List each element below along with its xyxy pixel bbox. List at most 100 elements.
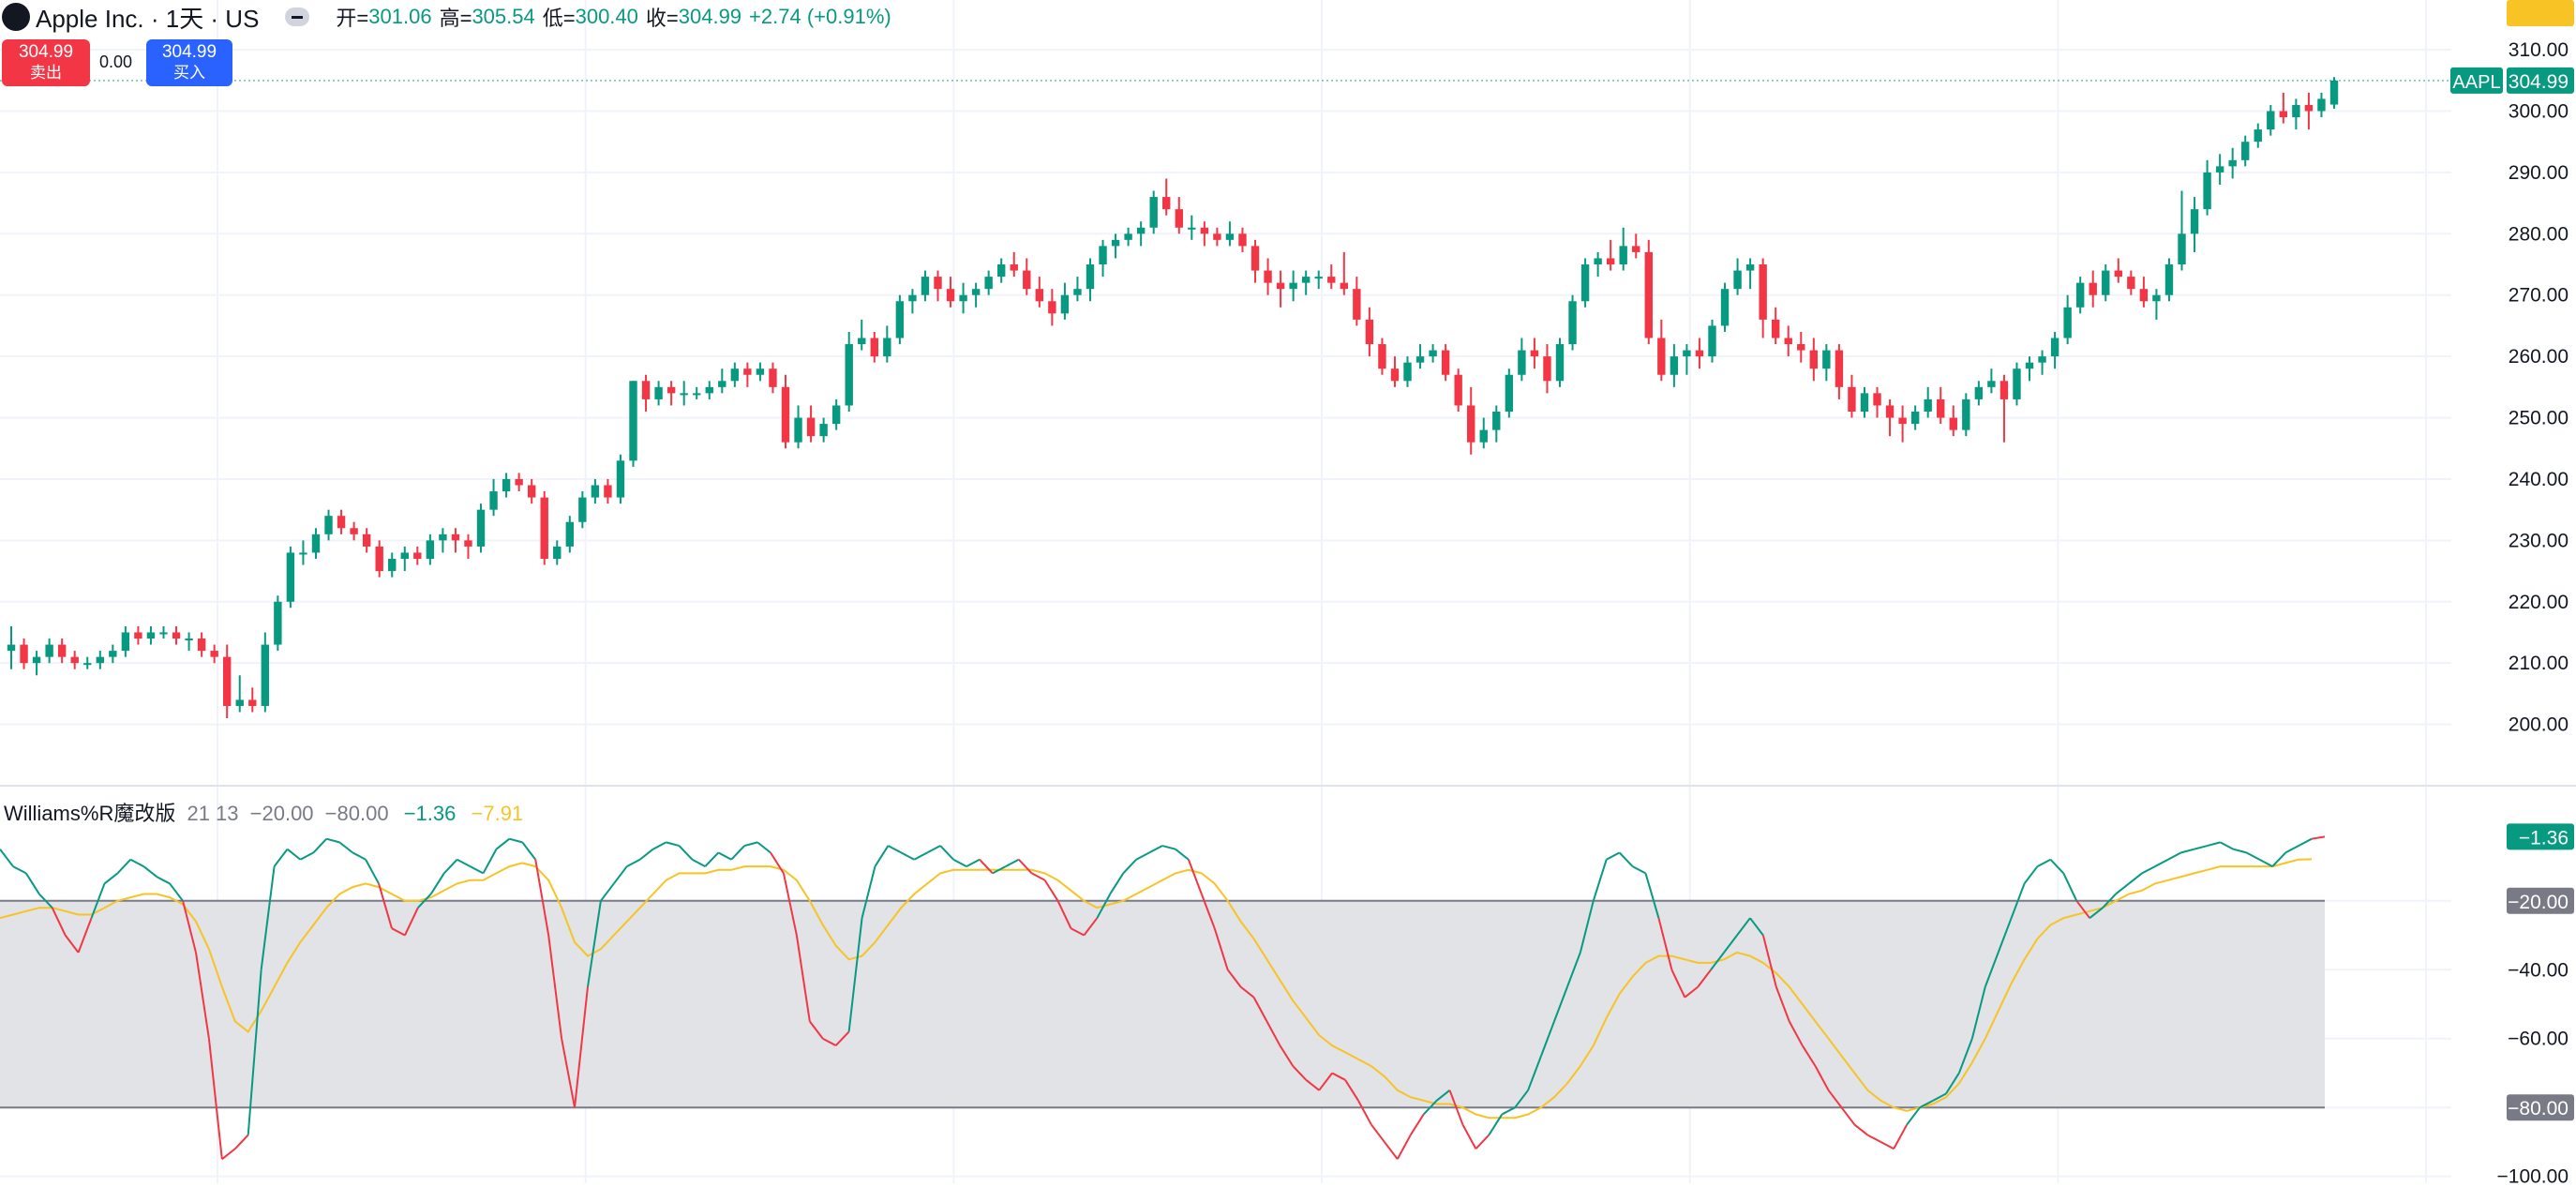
candle-body — [1111, 239, 1120, 247]
wr-line-segment — [952, 858, 967, 867]
candle-body — [2025, 362, 2034, 369]
wr-line-segment — [0, 849, 14, 867]
price-tick-label: 240.00 — [2509, 469, 2569, 490]
price-tick-label: 310.00 — [2509, 39, 2569, 61]
collapse-legend-button[interactable] — [285, 8, 310, 26]
candle-body — [540, 497, 548, 559]
wr-line-segment — [2115, 882, 2130, 895]
wr-line-segment — [2049, 859, 2065, 875]
wr-line-segment — [495, 837, 510, 850]
apple-logo-icon[interactable] — [2, 3, 30, 31]
wr-line-segment — [992, 865, 1007, 875]
candle-body — [1733, 270, 1742, 290]
wr-line-segment — [2271, 851, 2286, 867]
wr-line-segment — [326, 837, 340, 844]
wr-line-segment — [352, 851, 367, 861]
wr-line-segment — [1109, 872, 1125, 894]
candle-body — [2127, 277, 2135, 290]
candle-body — [1720, 289, 1730, 326]
wr-line-segment — [795, 935, 811, 1022]
candle-body — [806, 417, 816, 437]
candle-body — [362, 533, 371, 547]
candle-body — [1937, 398, 1945, 418]
wr-line-segment — [782, 873, 798, 936]
candle-body — [1784, 338, 1792, 345]
wr-line-segment — [1644, 873, 1660, 919]
candle-body — [1162, 197, 1171, 210]
wr-line-segment — [1775, 986, 1790, 1022]
wr-line-segment — [1266, 1020, 1281, 1046]
wr-line-segment — [1840, 1106, 1856, 1126]
candle-body — [680, 393, 688, 396]
wr-line-segment — [1761, 935, 1777, 987]
wr-line-segment — [38, 893, 53, 909]
wr-line-segment — [1161, 845, 1176, 850]
wr-line-segment — [1252, 997, 1268, 1022]
wr-line-segment — [1226, 969, 1242, 988]
wr-line-segment — [874, 845, 890, 867]
candle-body — [1708, 325, 1716, 357]
candle-body — [1238, 233, 1247, 247]
lower-band-tag-bg — [2507, 1094, 2574, 1121]
upper-band-tag: −20.00 — [2508, 892, 2569, 913]
candle-body — [693, 393, 701, 396]
price-axis[interactable]: 310.00 300.00 290.00 280.00 270.00 260.00 250.… — [2509, 39, 2569, 736]
wr-line-segment — [2207, 841, 2221, 848]
lower-band-tag: −80.00 — [2508, 1098, 2569, 1119]
candle-body — [451, 533, 460, 541]
signal-line — [0, 858, 2313, 1119]
wr-line-segment — [939, 845, 954, 861]
candle-body — [2178, 233, 2186, 265]
candle-body — [1644, 251, 1653, 338]
candle-body — [1340, 282, 1349, 290]
candle-body — [971, 289, 981, 295]
candle-body — [1999, 381, 2009, 399]
wr-value-tag: −1.36 — [2519, 827, 2569, 849]
sell-button[interactable]: 304.99 卖出 — [2, 39, 90, 86]
candle-body — [654, 386, 663, 399]
wr-line-segment — [247, 969, 262, 1135]
wr-line-segment — [2010, 883, 2026, 919]
candle-body — [1264, 270, 1272, 283]
candle-body — [413, 552, 422, 559]
wr-line-segment — [286, 848, 302, 861]
wr-line-segment — [1122, 859, 1137, 875]
candle-body — [578, 497, 587, 522]
candle-body — [1251, 246, 1260, 271]
symbol-legend: Apple Inc. · 1天 · US 开= 301.06 高= 305.54 低… — [0, 0, 891, 34]
candle-body — [858, 338, 866, 345]
symbol-title[interactable]: Apple Inc. · 1天 · US — [36, 4, 260, 33]
candle-body — [1200, 227, 1209, 234]
wr-line-segment — [730, 845, 745, 861]
candle-body — [1035, 289, 1044, 302]
candle-body — [1657, 338, 1666, 375]
wr-line-segment — [1592, 859, 1608, 902]
candle-body — [895, 301, 905, 338]
wr-line-segment — [1984, 952, 1999, 987]
wr-line-segment — [770, 851, 785, 874]
candle-body — [730, 368, 740, 382]
candle-body — [248, 699, 257, 706]
candle-body — [1492, 412, 1501, 430]
wr-line-segment — [1723, 934, 1738, 954]
wr-line-segment — [1357, 1100, 1372, 1126]
indicator-legend[interactable]: Williams%R魔改版 21 13 −20.00 −80.00 −1.36 … — [4, 797, 523, 827]
candle-body — [2241, 142, 2250, 160]
wr-line-segment — [457, 858, 472, 867]
indicator-axis[interactable]: −40.00 −60.00 −100.00 — [2497, 959, 2569, 1187]
wr-line-segment — [51, 907, 67, 936]
wr-line-segment — [887, 845, 902, 854]
candle-body — [794, 417, 802, 443]
williams-r-lines — [0, 835, 2326, 1161]
candle-body — [1213, 233, 1221, 240]
indicator-upper: −20.00 — [249, 802, 314, 825]
buy-button[interactable]: 304.99 买入 — [146, 39, 232, 86]
candle-body — [20, 644, 28, 664]
candle-body — [1695, 350, 1704, 357]
candle-body — [2075, 282, 2085, 308]
candle-body — [1378, 344, 1386, 369]
candle-body — [286, 552, 295, 602]
wr-line-segment — [1056, 900, 1072, 929]
indicator-value: −1.36 — [403, 802, 457, 825]
